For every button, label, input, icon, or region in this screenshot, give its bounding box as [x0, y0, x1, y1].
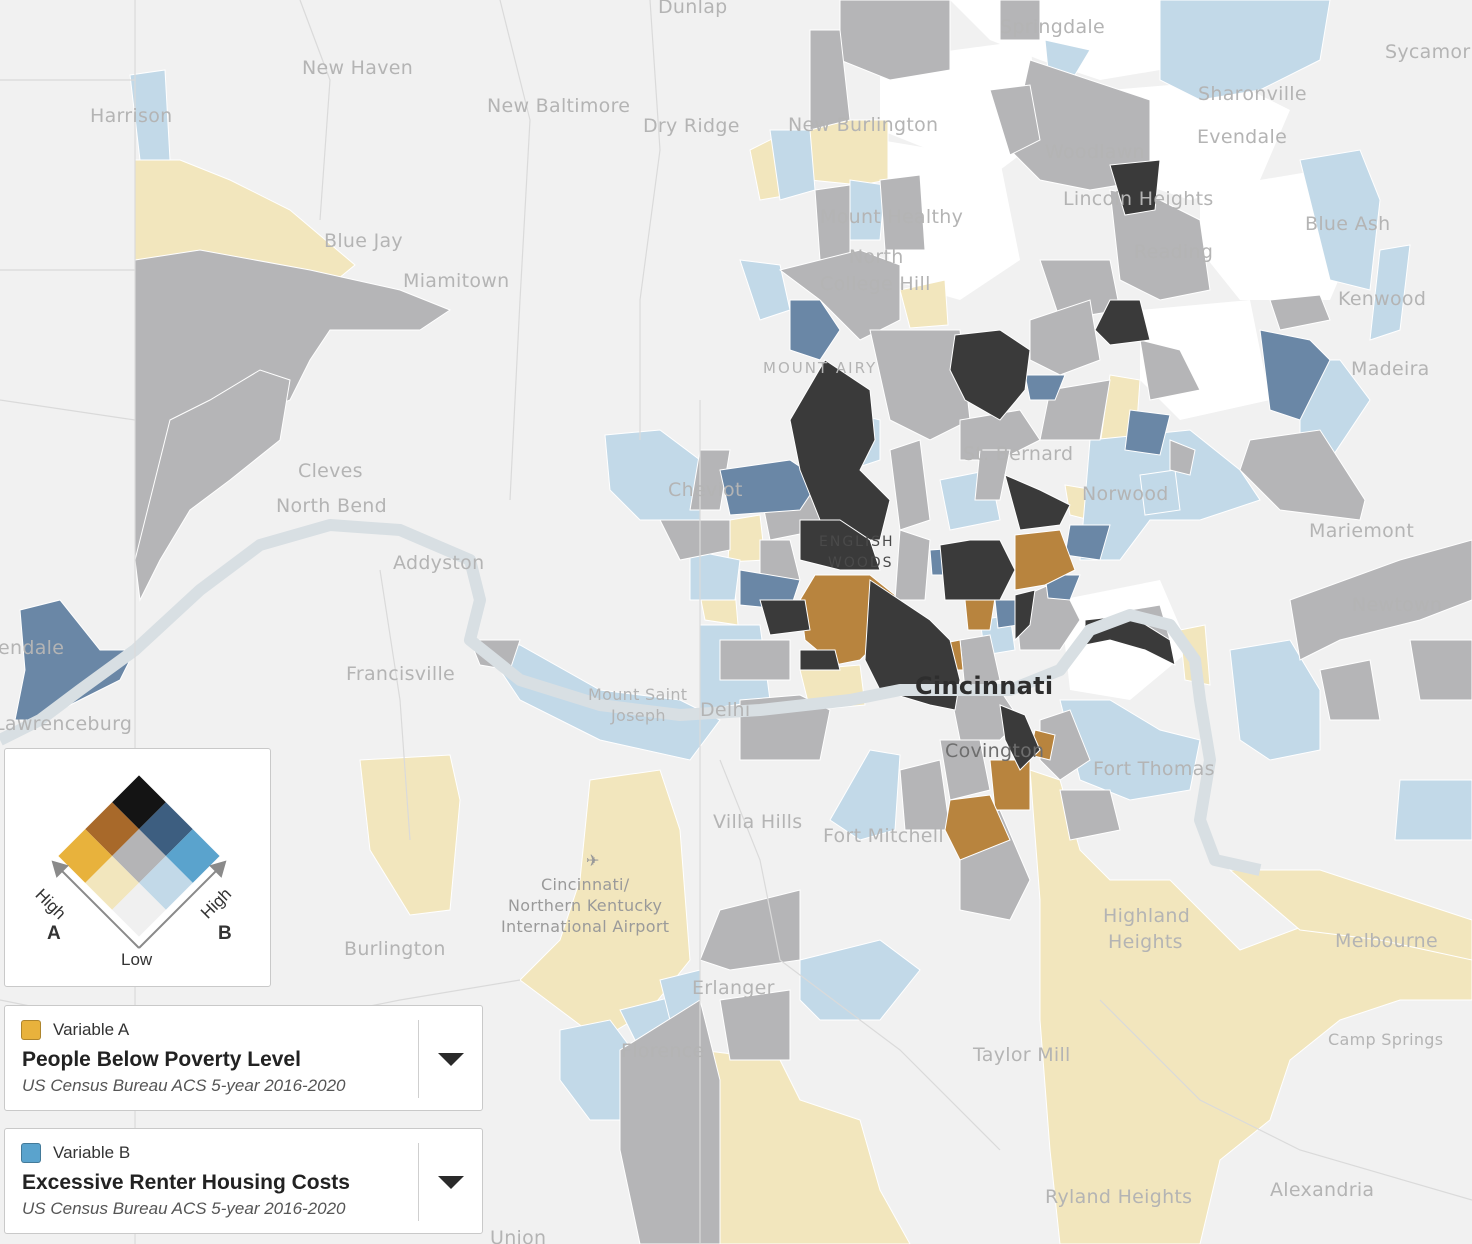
svg-text:Northern Kentucky: Northern Kentucky — [508, 896, 662, 915]
variable-a-header: Variable A — [21, 1020, 129, 1040]
svg-text:Blue Ash: Blue Ash — [1305, 213, 1390, 235]
svg-text:Fort Thomas: Fort Thomas — [1093, 758, 1215, 780]
svg-text:Reading: Reading — [1134, 241, 1213, 263]
svg-text:Springdale: Springdale — [1000, 16, 1105, 38]
variable-b-title: Excessive Renter Housing Costs — [22, 1171, 350, 1194]
variable-a-swatch — [21, 1020, 41, 1040]
svg-text:Joseph: Joseph — [610, 706, 666, 725]
svg-text:North: North — [849, 246, 904, 268]
svg-text:Union: Union — [490, 1227, 546, 1244]
svg-text:Cincinnati/: Cincinnati/ — [541, 875, 630, 894]
svg-text:Camp Springs: Camp Springs — [1328, 1030, 1443, 1049]
svg-text:Evendale: Evendale — [1197, 126, 1287, 148]
svg-text:Covington: Covington — [945, 740, 1044, 762]
svg-text:Villa Hills: Villa Hills — [713, 811, 802, 833]
chevron-down-icon — [438, 1175, 464, 1189]
variable-a-tag: Variable A — [53, 1020, 130, 1039]
variable-b-dropdown-button[interactable] — [419, 1143, 483, 1221]
axis-low-label: Low — [121, 950, 153, 969]
svg-text:Sharonville: Sharonville — [1198, 83, 1307, 105]
svg-text:Lincoln Heights: Lincoln Heights — [1063, 188, 1214, 210]
svg-text:Blue Jay: Blue Jay — [324, 230, 403, 252]
svg-text:Melbourne: Melbourne — [1335, 930, 1438, 952]
svg-text:Kenwood: Kenwood — [1338, 288, 1426, 310]
svg-text:Delhi: Delhi — [700, 699, 750, 721]
svg-text:Ryland Heights: Ryland Heights — [1045, 1186, 1192, 1208]
svg-text:Highland: Highland — [1103, 905, 1190, 927]
variable-b-divider — [418, 1143, 419, 1221]
svg-text:Burlington: Burlington — [344, 938, 446, 960]
svg-text:Newtown: Newtown — [1352, 594, 1442, 616]
svg-text:Erlanger: Erlanger — [692, 977, 775, 999]
svg-text:New Haven: New Haven — [302, 57, 413, 79]
svg-text:Mount Saint: Mount Saint — [588, 685, 687, 704]
legend-axes — [51, 860, 227, 949]
svg-text:Lawrenceburg: Lawrenceburg — [0, 713, 132, 735]
ohio-river — [0, 519, 1262, 876]
svg-text:Woodlawn: Woodlawn — [1045, 141, 1145, 163]
svg-text:College Hill: College Hill — [820, 273, 931, 295]
svg-text:Fort Mitchell: Fort Mitchell — [823, 825, 944, 847]
svg-text:endale: endale — [0, 637, 64, 659]
svg-text:MOUNT AIRY: MOUNT AIRY — [763, 359, 877, 377]
svg-text:Addyston: Addyston — [393, 552, 484, 574]
svg-text:Florence: Florence — [621, 1040, 705, 1062]
svg-text:Alexandria: Alexandria — [1270, 1179, 1374, 1201]
bivariate-legend: High High A B Low — [4, 748, 271, 987]
svg-text:Norwood: Norwood — [1082, 483, 1169, 505]
variable-a-dropdown-button[interactable] — [419, 1020, 483, 1098]
svg-text:Heights: Heights — [1108, 931, 1183, 953]
svg-text:Cleves: Cleves — [298, 460, 363, 482]
variable-a-source: US Census Bureau ACS 5-year 2016-2020 — [22, 1076, 346, 1095]
svg-text:North Bend: North Bend — [276, 495, 387, 517]
variable-b-header: Variable B — [21, 1143, 130, 1163]
tracts-mid-mid — [134, 0, 1472, 1244]
svg-text:Cheviot: Cheviot — [668, 479, 743, 501]
svg-text:WOODS: WOODS — [828, 555, 894, 571]
tracts-a-mid-b-high — [14, 299, 1331, 721]
variable-a-title: People Below Poverty Level — [22, 1048, 301, 1071]
svg-text:Madeira: Madeira — [1351, 358, 1430, 380]
variable-b-source: US Census Bureau ACS 5-year 2016-2020 — [22, 1199, 346, 1218]
svg-text:New Burlington: New Burlington — [788, 114, 938, 136]
airplane-icon: ✈ — [586, 851, 600, 870]
svg-text:Miamitown: Miamitown — [403, 270, 509, 292]
variable-a-panel: Variable A People Below Poverty Level US… — [4, 1005, 483, 1111]
svg-text:Francisville: Francisville — [346, 663, 455, 685]
svg-text:Taylor Mill: Taylor Mill — [972, 1044, 1071, 1066]
svg-text:Dunlap: Dunlap — [658, 0, 728, 18]
tracts-high-high — [759, 159, 1176, 771]
svg-text:St. Bernard: St. Bernard — [963, 443, 1073, 465]
svg-text:International Airport: International Airport — [501, 917, 669, 936]
svg-text:Harrison: Harrison — [90, 105, 172, 127]
axis-b-letter: B — [218, 923, 232, 944]
axis-a-letter: A — [47, 923, 61, 944]
svg-text:Sycamor: Sycamor — [1385, 41, 1470, 63]
legend-grid — [51, 775, 227, 949]
variable-b-swatch — [21, 1143, 41, 1163]
svg-text:Dry Ridge: Dry Ridge — [643, 115, 740, 137]
svg-text:Cincinnati: Cincinnati — [915, 672, 1053, 700]
svg-text:New Baltimore: New Baltimore — [487, 95, 630, 117]
svg-text:Mariemont: Mariemont — [1309, 520, 1414, 542]
svg-text:Mount Healthy: Mount Healthy — [820, 206, 963, 228]
variable-a-divider — [418, 1020, 419, 1098]
chevron-down-icon — [438, 1052, 464, 1066]
variable-b-tag: Variable B — [53, 1143, 131, 1162]
variable-b-panel: Variable B Excessive Renter Housing Cost… — [4, 1128, 483, 1234]
svg-text:ENGLISH: ENGLISH — [819, 534, 895, 550]
